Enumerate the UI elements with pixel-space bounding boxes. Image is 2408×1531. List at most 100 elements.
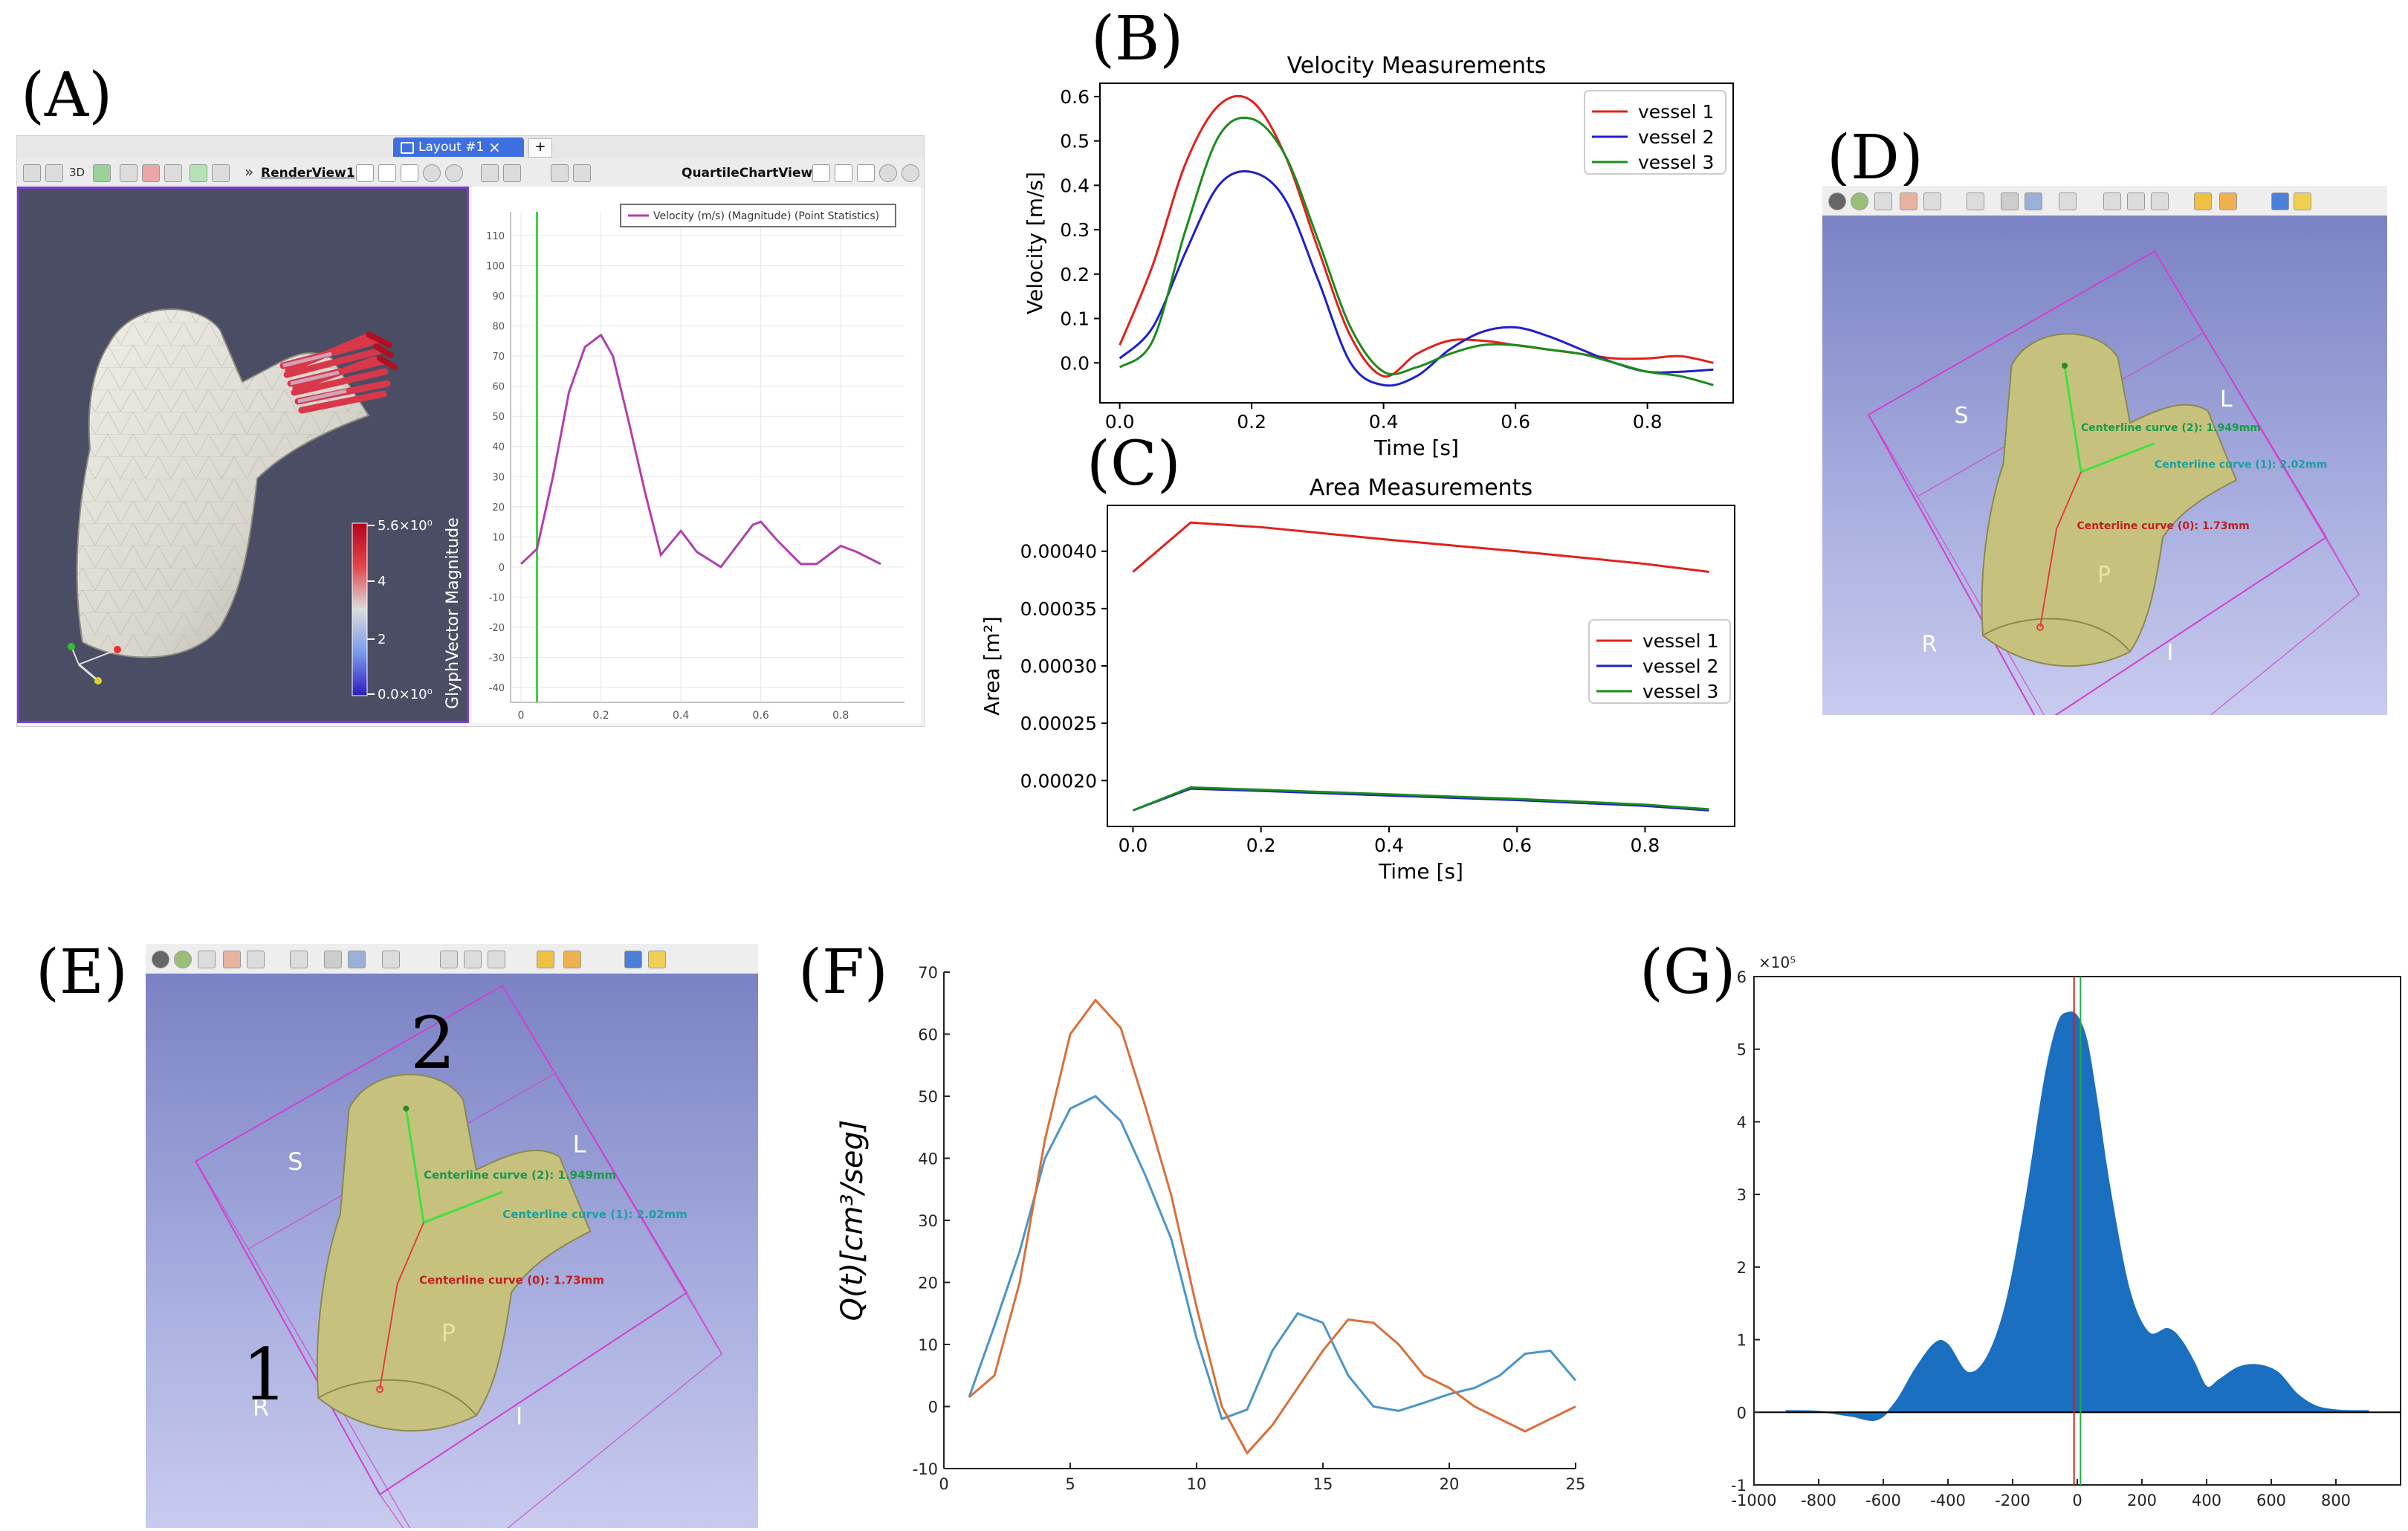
e-curve-label-1: Centerline curve (1): 2.02mm — [502, 1208, 687, 1221]
g-y-tick-label: 3 — [1737, 1186, 1747, 1204]
chart-maximize-button[interactable] — [857, 164, 875, 182]
b-title: Velocity Measurements — [1287, 53, 1547, 79]
d-tool-8[interactable] — [2025, 192, 2042, 210]
python-icon[interactable] — [2294, 192, 2311, 210]
e-tool-11[interactable] — [464, 951, 482, 968]
d-tool-12[interactable] — [2151, 192, 2169, 210]
d-tool-3[interactable] — [1874, 192, 1892, 210]
f-y-tick-label: 40 — [918, 1150, 938, 1168]
d-tool-10[interactable] — [2103, 192, 2121, 210]
f-y-tick-label: -10 — [913, 1460, 938, 1478]
e-tool-8[interactable] — [348, 951, 366, 968]
maximize-button[interactable] — [401, 164, 418, 182]
e-tool-6[interactable] — [290, 951, 308, 968]
toolbar-btn-3[interactable] — [93, 164, 111, 182]
c-legend-label-1: vessel 1 — [1642, 630, 1718, 652]
d-bbox-edge — [1868, 414, 1918, 497]
d-tool-15[interactable] — [2271, 192, 2289, 210]
d-tool-7[interactable] — [2001, 192, 2019, 210]
chart-split-h-button[interactable] — [812, 164, 830, 182]
e-tool-5[interactable] — [247, 951, 265, 968]
e-tool-12[interactable] — [488, 951, 505, 968]
d-tool-4[interactable] — [1900, 192, 1917, 210]
e-vessel-surface — [316, 1073, 592, 1432]
e-tool-15[interactable] — [624, 951, 642, 968]
f-y-axis-label: Q(t)[cm³/seg] — [835, 1120, 870, 1321]
g-x-tick-label: 400 — [2192, 1492, 2221, 1509]
toolbar-btn-11[interactable] — [551, 164, 569, 182]
f-x-tick-label: 0 — [939, 1475, 948, 1493]
slicer-toolbar-d — [1822, 186, 2387, 216]
d-tool-9[interactable] — [2059, 192, 2077, 210]
e-tool-4[interactable] — [223, 951, 241, 968]
toolbar-btn-6[interactable] — [164, 164, 182, 182]
chart-restore-button[interactable] — [879, 164, 897, 182]
d-tool-13[interactable] — [2194, 192, 2212, 210]
e-tool-9[interactable] — [382, 951, 400, 968]
e-tool-1[interactable] — [152, 951, 169, 968]
f-x-tick-label: 10 — [1187, 1475, 1207, 1493]
g-y-tick-label: 4 — [1737, 1113, 1747, 1131]
chart-close-button[interactable] — [902, 164, 919, 182]
toolbar-btn-9[interactable] — [481, 164, 499, 182]
toolbar-btn-4[interactable] — [120, 164, 137, 182]
toolbar-btn-2[interactable] — [45, 164, 63, 182]
toolbar-btn-12[interactable] — [573, 164, 591, 182]
render-view-label[interactable]: RenderView1 — [261, 166, 355, 181]
toolbar-btn-10[interactable] — [503, 164, 521, 182]
c-x-tick-label: 0.2 — [1246, 835, 1276, 856]
d-tool-2[interactable] — [1851, 192, 1868, 210]
b-y-tick-label: 0.3 — [1060, 219, 1090, 241]
d-tool-1[interactable] — [1828, 192, 1846, 210]
g-x-tick-label: 0 — [2072, 1492, 2082, 1509]
g-y-tick-label: 2 — [1737, 1259, 1747, 1277]
layout-tab-icon — [401, 142, 414, 154]
a-y-tick-label: 90 — [492, 291, 505, 302]
render-view[interactable]: 5.6×10⁰ 4 2 0.0×10⁰ GlyphVector Magnitud… — [17, 187, 469, 723]
b-series-3-line — [1119, 116, 1714, 386]
close-view-button[interactable] — [445, 164, 463, 182]
toolbar-btn-5[interactable] — [142, 164, 160, 182]
add-layout-button[interactable]: + — [528, 138, 552, 158]
e-python-icon[interactable] — [648, 951, 666, 968]
e-tool-10[interactable] — [440, 951, 458, 968]
b-series-1-line — [1119, 94, 1714, 378]
restore-button[interactable] — [423, 164, 441, 182]
e-tool-2[interactable] — [174, 951, 192, 968]
e-tool-7[interactable] — [324, 951, 342, 968]
layout-tab[interactable]: Layout #1 × — [393, 137, 524, 157]
a-x-tick-label: 0.4 — [673, 710, 689, 722]
d-tool-14[interactable] — [2219, 192, 2237, 210]
colorbar — [352, 522, 368, 696]
chart-split-v-button[interactable] — [835, 164, 852, 182]
toolbar-btn-7[interactable] — [190, 164, 207, 182]
b-legend-label-2: vessel 2 — [1638, 126, 1714, 148]
slicer-3d-view-e[interactable]: Centerline curve (2): 1.949mm Centerline … — [146, 974, 758, 1531]
split-h-button[interactable] — [356, 164, 374, 182]
d-orient-p: P — [2097, 563, 2111, 589]
layout-tab-close-button[interactable]: × — [488, 138, 501, 156]
a-legend-label: Velocity (m/s) (Magnitude) (Point Statis… — [653, 210, 879, 222]
chart-view-label[interactable]: QuartileChartView1 — [682, 166, 822, 181]
e-tool-13[interactable] — [537, 951, 554, 968]
f-x-tick-label: 20 — [1440, 1475, 1460, 1493]
e-orient-p: P — [441, 1318, 456, 1347]
c-series-1-line — [1132, 521, 1709, 573]
d-tool-5[interactable] — [1923, 192, 1941, 210]
d-tool-6[interactable] — [1967, 192, 1984, 210]
f-y-tick-label: 10 — [918, 1336, 938, 1354]
split-v-button[interactable] — [378, 164, 396, 182]
e-tool-3[interactable] — [198, 951, 216, 968]
toolbar-btn-8[interactable] — [212, 164, 230, 182]
view-3d-button[interactable]: 3D — [69, 166, 85, 179]
a-x-tick-label: 0 — [518, 710, 525, 722]
d-tool-11[interactable] — [2127, 192, 2145, 210]
colorbar-tick-min: 0.0×10⁰ — [378, 687, 433, 702]
more-tools-icon[interactable]: » — [245, 163, 254, 181]
e-tool-14[interactable] — [563, 951, 581, 968]
a-y-tick-label: 0 — [499, 563, 505, 574]
slicer-3d-view-d[interactable]: Centerline curve (2): 1.949mm Centerline … — [1822, 216, 2387, 809]
toolbar-btn-1[interactable] — [23, 164, 41, 182]
quartile-chart-view[interactable]: 110 100 90 80 70 60 50 40 30 20 10 0 -10 -20 -30 -40 0 0.… — [472, 187, 921, 723]
